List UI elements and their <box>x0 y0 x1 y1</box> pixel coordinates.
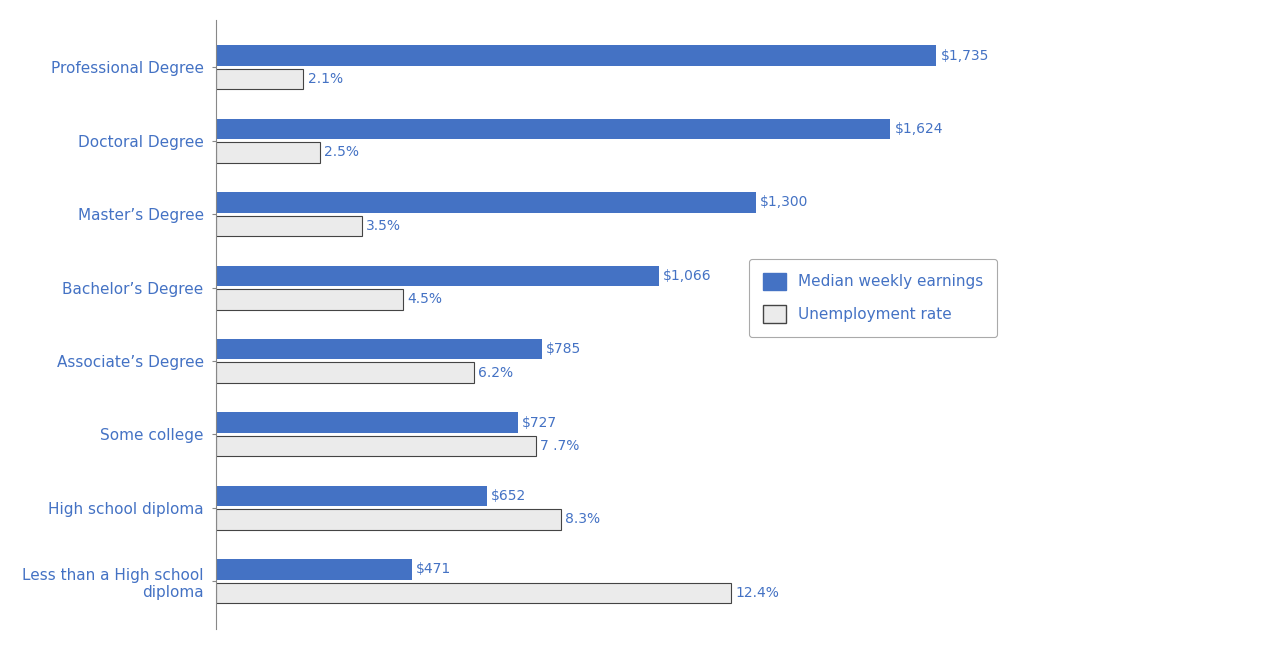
Bar <box>216 289 403 310</box>
Text: 8.3%: 8.3% <box>565 512 600 527</box>
Bar <box>216 559 412 580</box>
Text: $1,735: $1,735 <box>940 48 988 63</box>
Bar <box>216 215 361 236</box>
Text: 6.2%: 6.2% <box>478 365 513 380</box>
Text: 2.5%: 2.5% <box>324 145 359 159</box>
Bar <box>216 509 561 530</box>
Text: $785: $785 <box>546 342 581 356</box>
Text: $1,066: $1,066 <box>663 269 711 283</box>
Text: 4.5%: 4.5% <box>407 292 443 307</box>
Text: 12.4%: 12.4% <box>735 586 778 600</box>
Legend: Median weekly earnings, Unemployment rate: Median weekly earnings, Unemployment rat… <box>749 259 997 337</box>
Bar <box>216 265 659 286</box>
Bar <box>216 45 936 66</box>
Bar <box>216 69 304 89</box>
Bar <box>216 412 518 433</box>
Bar <box>216 142 321 162</box>
Text: $652: $652 <box>491 489 527 503</box>
Bar <box>216 192 756 213</box>
Text: $1,624: $1,624 <box>894 122 943 136</box>
Bar <box>216 339 542 360</box>
Bar <box>216 582 731 603</box>
Text: 2.1%: 2.1% <box>308 72 342 86</box>
Text: 3.5%: 3.5% <box>365 219 401 233</box>
Bar <box>216 119 890 140</box>
Bar <box>216 362 473 383</box>
Bar <box>216 436 536 457</box>
Bar <box>216 486 487 506</box>
Text: $1,300: $1,300 <box>759 195 809 210</box>
Text: 7 .7%: 7 .7% <box>541 439 579 453</box>
Text: $727: $727 <box>522 415 557 430</box>
Text: $471: $471 <box>416 563 452 576</box>
